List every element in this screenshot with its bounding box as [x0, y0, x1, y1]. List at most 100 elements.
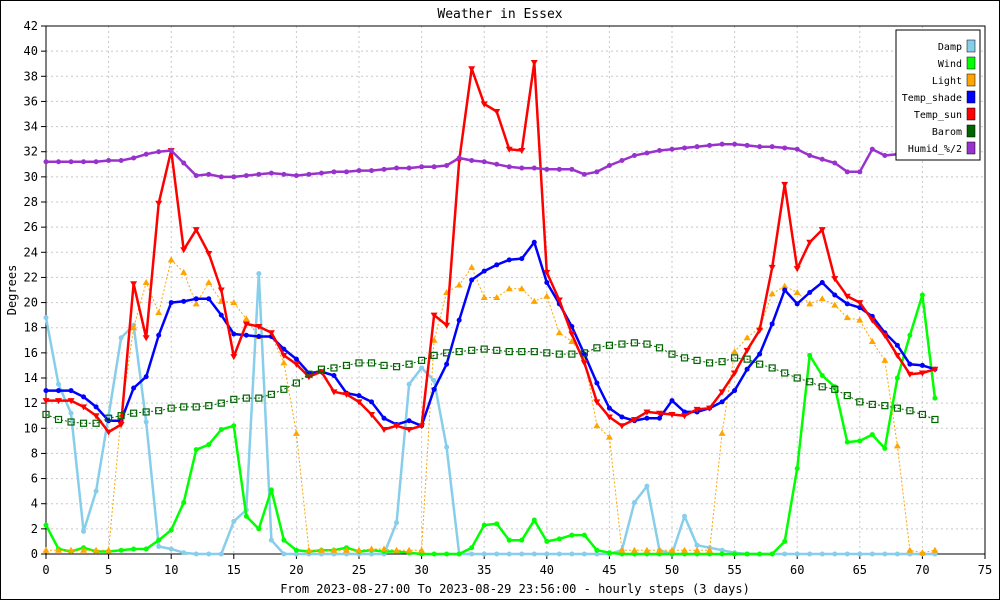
temp-shade-point — [81, 394, 87, 400]
temp-sun-point — [130, 281, 138, 288]
temp-sun-point — [806, 239, 814, 246]
damp-point — [519, 551, 525, 557]
light-point — [505, 285, 513, 292]
light-point — [856, 316, 864, 323]
humid-2-point — [143, 151, 149, 157]
barom-point — [192, 403, 200, 411]
light-point — [681, 546, 689, 553]
barom-point — [230, 395, 238, 403]
x-tick-label: 70 — [915, 563, 929, 577]
temp-shade-point — [356, 393, 362, 399]
temp-shade-point — [243, 332, 249, 338]
damp-point — [318, 551, 324, 557]
legend-box — [895, 29, 981, 161]
light-point — [155, 309, 163, 316]
wind-point — [193, 447, 199, 453]
temp-shade-point — [56, 388, 62, 394]
wind-point — [494, 521, 500, 527]
barom-point — [443, 349, 451, 357]
humid-2-point — [556, 166, 562, 172]
temp-sun-point — [593, 399, 601, 406]
temp-sun-point — [430, 312, 438, 319]
damp-point — [644, 483, 650, 489]
legend-swatch-temp-sun — [966, 107, 976, 121]
x-axis-label: From 2023-08-27:00 To 2023-08-29 23:56:0… — [280, 582, 750, 596]
barom-point — [530, 348, 538, 356]
light-point — [355, 546, 363, 553]
humid-2-point — [318, 170, 324, 176]
temp-shade-point — [919, 362, 925, 368]
y-tick-label: 2 — [31, 522, 38, 536]
legend-label-humid-2: Humid_%/2 — [908, 144, 962, 155]
x-tick-label: 20 — [289, 563, 303, 577]
temp-shade-point — [444, 361, 450, 367]
barom-point — [906, 407, 914, 415]
humid-2-point — [356, 168, 362, 174]
humid-2-point — [181, 160, 187, 166]
temp-sun-point — [793, 266, 801, 273]
legend-swatch-damp — [966, 39, 976, 53]
humid-2-point — [732, 141, 738, 147]
light-point — [292, 429, 300, 436]
light-point — [418, 546, 426, 553]
humid-2-point — [43, 159, 49, 165]
wind-point — [744, 551, 750, 557]
humid-2-point — [68, 159, 74, 165]
barom-point — [242, 394, 250, 402]
barom-point — [705, 359, 714, 367]
temp-sun-point — [731, 370, 739, 377]
wind-point — [556, 536, 562, 542]
light-point — [906, 546, 914, 553]
legend-swatch-barom — [966, 124, 976, 138]
y-tick-label: 20 — [24, 296, 38, 310]
y-tick-label: 8 — [31, 446, 38, 460]
temp-sun-point — [255, 323, 263, 330]
barom-point — [680, 354, 689, 362]
barom-point — [117, 412, 125, 420]
x-tick-label: 25 — [352, 563, 366, 577]
temp-shade-point — [807, 290, 813, 296]
humid-2-point — [669, 146, 675, 152]
damp-point — [231, 518, 237, 524]
barom-point — [167, 404, 175, 412]
humid-2-point — [93, 159, 99, 165]
barom-point — [543, 349, 551, 357]
temp-sun-point — [768, 264, 776, 271]
damp-point — [193, 551, 199, 557]
temp-sun-point — [630, 416, 638, 423]
wind-point — [43, 522, 49, 528]
wind-point — [431, 551, 437, 557]
barom-point — [555, 350, 563, 358]
barom-point — [918, 410, 927, 419]
temp-shade-point — [794, 301, 800, 307]
temp-sun-point — [393, 423, 401, 430]
temp-shade-point — [669, 398, 675, 404]
light-point — [317, 546, 325, 553]
legend-swatch-light — [966, 73, 976, 87]
temp-sun-point — [292, 361, 300, 368]
light-point — [455, 281, 463, 288]
humid-2-point — [494, 161, 500, 167]
y-tick-label: 24 — [24, 245, 38, 259]
temp-shade-point — [519, 256, 525, 262]
wind-point — [156, 537, 162, 543]
barom-point — [367, 359, 376, 367]
humid-2-point — [481, 159, 487, 165]
damp-point — [907, 551, 913, 557]
y-tick-label: 16 — [24, 346, 38, 360]
temp-sun-point — [530, 59, 538, 66]
light-point — [868, 338, 876, 345]
temp-shade-point — [218, 312, 224, 318]
x-tick-label: 55 — [727, 563, 741, 577]
barom-point — [831, 385, 839, 393]
damp-point — [256, 271, 262, 277]
humid-2-point — [431, 164, 437, 170]
humid-2-point — [631, 152, 637, 158]
temp-shade-point — [331, 372, 337, 378]
legend-label-wind: Wind — [938, 59, 962, 70]
humid-2-point — [619, 158, 625, 164]
humid-2-point — [406, 165, 412, 171]
barom-point — [217, 399, 225, 407]
temp-sun-point — [217, 287, 225, 294]
humid-2-point — [544, 166, 550, 172]
